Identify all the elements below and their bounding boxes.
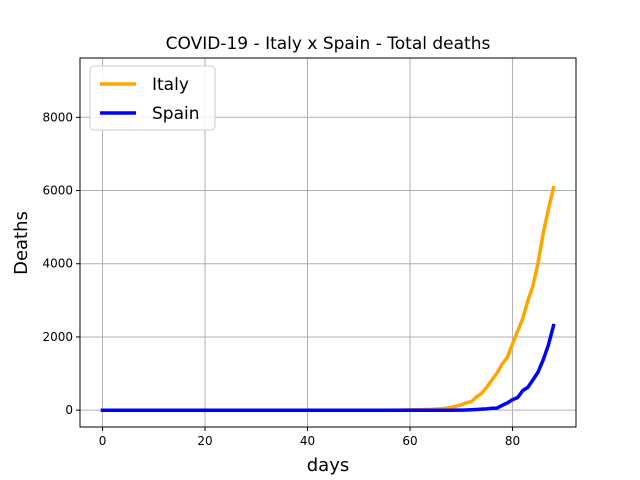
tick-layer: 0 20 40 60 80 0 2000 4000 6000 8000 (42, 110, 520, 448)
x-axis-label: days (307, 455, 350, 476)
y-tick-label: 6000 (42, 184, 73, 198)
series-line-spain (100, 323, 556, 412)
y-tick-label: 0 (65, 403, 73, 417)
legend: Italy Spain (89, 65, 216, 131)
x-tick-label: 0 (99, 434, 107, 448)
y-axis-label: Deaths (11, 211, 32, 275)
legend-label-italy: Italy (152, 75, 189, 95)
x-tick-label: 40 (300, 434, 315, 448)
y-tick-label: 4000 (42, 257, 73, 271)
chart-title: COVID-19 - Italy x Spain - Total deaths (166, 34, 491, 54)
y-tick-label: 8000 (42, 110, 73, 124)
x-tick-label: 20 (197, 434, 212, 448)
x-tick-label: 60 (402, 434, 417, 448)
plot-frame (79, 57, 577, 428)
series-layer (100, 185, 556, 412)
legend-label-spain: Spain (152, 104, 200, 124)
y-tick-label: 2000 (42, 330, 73, 344)
x-tick-label: 80 (505, 434, 520, 448)
